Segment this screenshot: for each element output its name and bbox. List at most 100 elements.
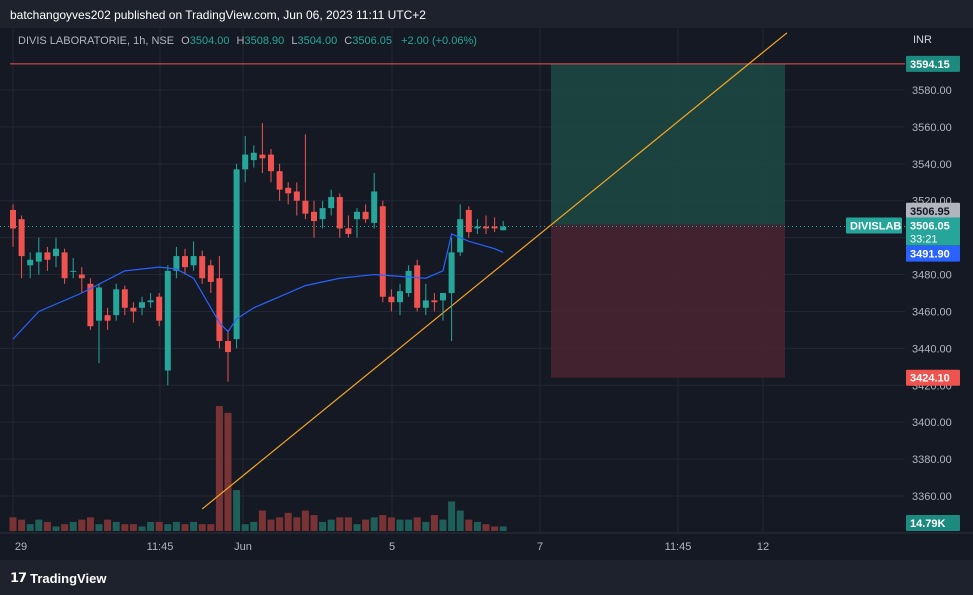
candle-body	[362, 211, 369, 220]
tradingview-logo[interactable]: 𝟭𝟳 TradingView	[10, 570, 106, 586]
profit-zone	[551, 63, 785, 225]
volume-bar	[430, 515, 438, 531]
volume-bar	[18, 519, 26, 531]
volume-bar	[233, 490, 241, 531]
candle-body	[216, 278, 223, 341]
close-value: 3506.05	[352, 35, 392, 47]
entry-price-tag: 3506.95	[910, 206, 950, 218]
tradingview-logo-icon: 𝟭𝟳	[10, 570, 27, 585]
x-tick-label: 7	[537, 541, 543, 553]
volume-bar	[379, 515, 387, 531]
y-tick-label: 3360.00	[912, 491, 952, 503]
candle-body	[336, 197, 343, 229]
countdown-tag: 33:21	[910, 233, 938, 245]
volume-bar	[9, 517, 17, 531]
volume-bar	[198, 524, 206, 531]
volume-bar	[241, 524, 249, 531]
trendline	[201, 32, 788, 510]
volume-bar	[473, 521, 481, 531]
low-value: 3504.00	[297, 35, 338, 47]
candle-body	[96, 287, 102, 321]
candle-body	[10, 209, 16, 229]
candle-body	[199, 256, 206, 279]
volume-bar	[86, 517, 94, 531]
volume-bar	[319, 521, 327, 531]
volume-bar	[344, 517, 352, 531]
candle-body	[53, 248, 59, 257]
entry-price-tag-bg	[906, 202, 960, 219]
open-value: 3504.00	[189, 35, 230, 47]
volume-bar	[250, 521, 258, 531]
volume-bar	[138, 526, 146, 531]
volume-bar	[448, 501, 456, 531]
candle-body	[328, 197, 335, 209]
candle-body	[225, 340, 231, 353]
candle-body	[121, 289, 128, 308]
volume-bar	[267, 519, 275, 531]
chart-area[interactable]: 3580.003560.003540.003520.003500.003480.…	[0, 28, 973, 560]
volume-bar	[164, 524, 172, 531]
volume-bar	[181, 524, 189, 531]
candle-body	[207, 265, 214, 282]
volume-bar	[129, 524, 137, 531]
candle-body	[440, 293, 446, 301]
candle-body	[276, 171, 283, 190]
symbol-tag: DIVISLAB	[850, 220, 901, 232]
candle-body	[182, 256, 188, 268]
y-tick-label: 3460.00	[912, 306, 952, 318]
candle-body	[285, 187, 292, 194]
volume-bar	[104, 519, 112, 531]
candle-body	[268, 154, 274, 172]
volume-bar	[112, 521, 120, 531]
target-price-tag-bg	[906, 55, 960, 72]
last-price-tag: 3506.05	[910, 220, 950, 232]
volume-bar	[405, 519, 413, 531]
volume-bar	[224, 412, 232, 531]
candle-body	[242, 154, 249, 170]
volume-bar	[387, 517, 395, 531]
open-key: O	[181, 35, 190, 47]
x-tick-label: Jun	[234, 541, 252, 553]
candle-body	[147, 300, 154, 303]
volume-bar	[155, 521, 163, 531]
candle-body	[302, 200, 309, 214]
loss-zone	[551, 224, 785, 378]
candle-body	[44, 252, 51, 260]
x-tick-label: 11:45	[665, 541, 692, 553]
y-tick-label: 3560.00	[912, 122, 952, 134]
volume-bar	[172, 521, 180, 531]
price-chart[interactable]: 3580.003560.003540.003520.003500.003480.…	[0, 28, 973, 560]
volume-tag: 14.79K	[910, 518, 946, 530]
volume-bar	[327, 519, 335, 531]
publisher-bar: batchangoyves202 published on TradingVie…	[0, 0, 973, 28]
candle-body	[319, 208, 326, 220]
candle-body	[414, 265, 421, 308]
symbol-tag-bg	[846, 217, 902, 234]
volume-bar	[396, 519, 404, 531]
volume-bar	[362, 519, 370, 531]
candle-body	[27, 259, 34, 266]
volume-bar	[61, 524, 69, 531]
volume-bar	[215, 406, 223, 531]
volume-bar	[499, 526, 507, 531]
candle-body	[388, 296, 395, 303]
volume-bar	[95, 524, 103, 531]
currency-label[interactable]: INR	[913, 34, 932, 46]
moving-average-line	[12, 233, 504, 340]
volume-bar	[413, 517, 421, 531]
volume-bar	[258, 510, 266, 531]
candle-body	[448, 252, 455, 293]
y-tick-label: 3400.00	[912, 417, 952, 429]
volume-bar	[78, 519, 86, 531]
change-value: +2.00 (+0.06%)	[401, 35, 477, 47]
footer-bar: 𝟭𝟳 TradingView	[0, 560, 973, 595]
volume-bar	[26, 524, 34, 531]
stop-price-tag: 3424.10	[910, 373, 950, 385]
candle-body	[311, 211, 317, 222]
candle-body	[379, 206, 386, 297]
candle-body	[500, 226, 507, 231]
volume-bar	[35, 519, 43, 531]
candle-body	[190, 256, 197, 266]
candle-body	[405, 270, 412, 293]
volume-bar	[284, 512, 292, 531]
